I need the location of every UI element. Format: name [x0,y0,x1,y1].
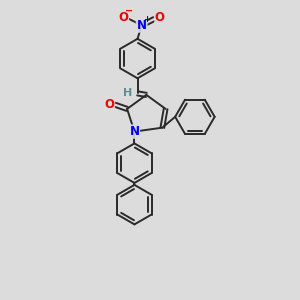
Text: −: − [124,6,133,16]
Text: O: O [155,11,165,24]
Text: N: N [130,125,140,138]
Text: O: O [118,11,128,24]
Text: O: O [104,98,114,111]
Text: +: + [143,15,150,24]
Text: N: N [137,19,147,32]
Text: H: H [122,88,132,98]
